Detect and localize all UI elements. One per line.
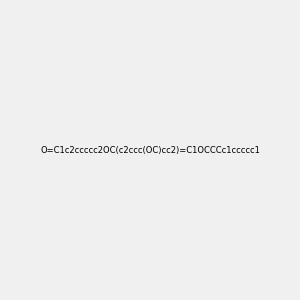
Text: O=C1c2ccccc2OC(c2ccc(OC)cc2)=C1OCCCc1ccccc1: O=C1c2ccccc2OC(c2ccc(OC)cc2)=C1OCCCc1ccc…: [40, 146, 260, 154]
